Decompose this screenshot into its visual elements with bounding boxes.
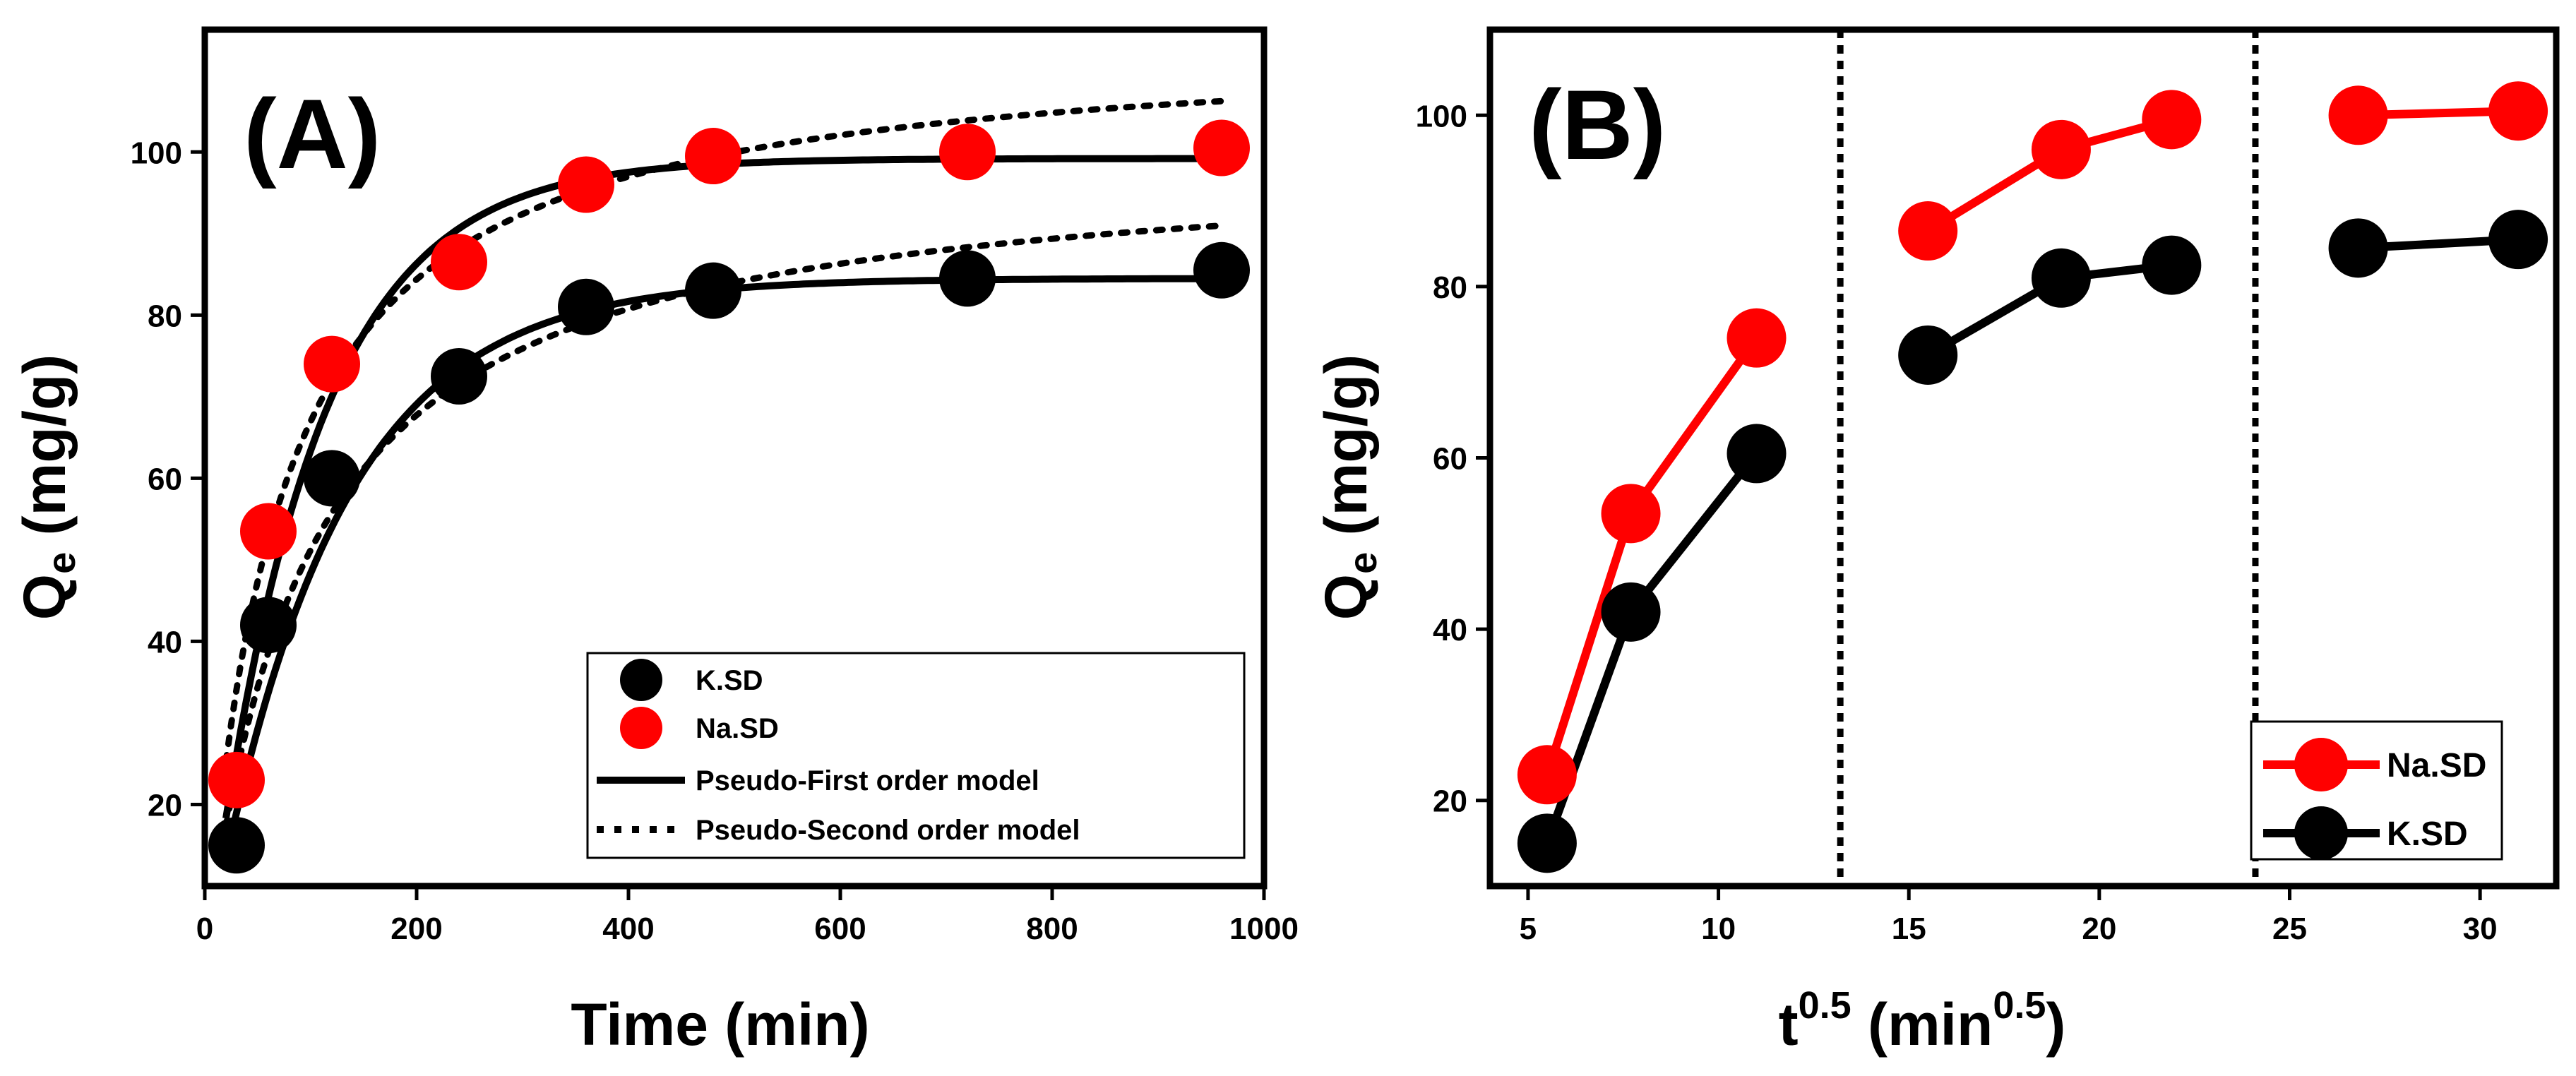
panel-a-x-tick-label: 0 <box>196 911 213 946</box>
panel-a-legend-box <box>586 652 1246 859</box>
panel-b-point-na-sd <box>1898 201 1958 261</box>
panel-b-point-na-sd <box>2328 85 2388 145</box>
panel-a-x-tick-label: 1000 <box>1229 911 1299 946</box>
panel-a-point-k-sd <box>558 278 614 335</box>
panel-a-point-k-sd <box>431 347 487 405</box>
panel-a-point-k-sd <box>939 250 996 307</box>
panel-b-point-na-sd <box>2142 90 2202 150</box>
panel-a-x-tick-label: 600 <box>814 911 866 946</box>
panel-b-x-axis-title-mid: (min <box>1852 991 1993 1058</box>
panel-a-point-na-sd <box>558 156 614 213</box>
panel-b-x-tick-label: 15 <box>1892 911 1926 946</box>
panel-b-x-axis-title-sup: 0.5 <box>1799 984 1852 1027</box>
panel-b-data-markers <box>1517 81 2548 873</box>
panel-a-y-axis-title-rest: (mg/g) <box>11 354 78 552</box>
panel-a-y-tick-label: 20 <box>148 788 182 823</box>
panel-a-plot-frame <box>201 26 1268 890</box>
panel-b-x-tick-label: 5 <box>1520 911 1537 946</box>
panel-a-point-k-sd <box>208 817 265 874</box>
panel-a-y-axis-title: Qe (mg/g) <box>11 354 83 620</box>
panel-b-y-axis-title-rest: (mg/g) <box>1313 354 1379 552</box>
panel-b-x-axis-title-sup2: 0.5 <box>1993 984 2046 1027</box>
panel-b-x-axis-title: t0.5 (min0.5) <box>1779 984 2066 1058</box>
panel-b-x-tick-label: 25 <box>2272 911 2307 946</box>
panel-b-x-tick-label: 10 <box>1701 911 1736 946</box>
panel-a-point-k-sd <box>304 450 360 507</box>
panel-b-y-axis-title-sub: e <box>1340 552 1385 574</box>
legend-marker-b-k-sd <box>2294 806 2348 860</box>
panel-b-y-tick-label: 100 <box>1416 99 1467 133</box>
legend-label-na-sd: Na.SD <box>696 713 779 744</box>
panel-a-y-axis-title-main: Q <box>11 574 78 620</box>
panel-b-y-tick-label: 20 <box>1433 784 1467 819</box>
panel-b-legend: Na.SD K.SD <box>2250 720 2503 861</box>
panel-b-point-na-sd <box>1727 308 1787 368</box>
panel-b-y-axis-title: Qe (mg/g) <box>1313 354 1385 620</box>
panel-a-y-tick-label: 80 <box>148 299 182 333</box>
panel-b-point-k-sd <box>2488 210 2548 270</box>
panel-b-point-k-sd <box>2328 218 2388 278</box>
panel-b-point-na-sd <box>1517 745 1577 805</box>
panel-b-plot-frame <box>1486 26 2560 890</box>
panel-a-y-tick-label: 100 <box>131 136 182 170</box>
panel-a-point-na-sd <box>1193 119 1250 177</box>
panel-b-point-k-sd <box>1898 325 1958 385</box>
panel-a-kinetic-models: 0 200 400 600 800 1000 20 40 60 80 100 (A) Time (m… <box>11 26 1299 1058</box>
panel-b-point-k-sd <box>1601 582 1661 642</box>
panel-a-y-axis-title-sub: e <box>39 552 83 574</box>
panel-a-legend: K.SD Na.SD Pseudo-First order model Pseu… <box>586 652 1246 859</box>
panel-a-x-tick-label: 200 <box>390 911 442 946</box>
legend-marker-b-na-sd <box>2294 738 2348 791</box>
panel-b-x-tick-label: 20 <box>2082 911 2116 946</box>
panel-b-point-na-sd <box>2031 119 2091 179</box>
panel-b-y-tick-label: 60 <box>1433 442 1467 477</box>
legend-label-pseudo-second-order: Pseudo-Second order model <box>696 815 1080 846</box>
panel-b-x-axis-title-base: t <box>1779 991 1799 1058</box>
panel-a-x-axis-title: Time (min) <box>571 991 869 1058</box>
panel-b-y-tick-label: 40 <box>1433 613 1467 647</box>
panel-a-point-na-sd <box>304 335 360 393</box>
panel-b-stage-dividers <box>1837 30 2259 886</box>
panel-a-point-k-sd <box>1193 241 1250 299</box>
panel-b-point-k-sd <box>2031 248 2091 308</box>
legend-label-pseudo-first-order: Pseudo-First order model <box>696 765 1039 796</box>
panel-a-data-markers <box>208 119 1250 874</box>
panel-b-point-k-sd <box>1727 424 1787 484</box>
panel-b-y-axis-title-main: Q <box>1313 574 1379 620</box>
panel-a-point-na-sd <box>208 751 265 808</box>
panel-b-label: (B) <box>1529 69 1666 180</box>
panel-b-point-na-sd <box>2488 81 2548 141</box>
panel-a-x-tick-label: 400 <box>602 911 654 946</box>
legend-marker-k-sd <box>620 659 662 701</box>
panel-a-label: (A) <box>244 78 381 189</box>
panel-b-point-k-sd <box>2142 235 2202 295</box>
panel-b-x-tick-label: 30 <box>2463 911 2498 946</box>
panel-a-y-tick-label: 40 <box>148 625 182 659</box>
panel-a-x-tick-label: 800 <box>1026 911 1078 946</box>
panel-a-point-na-sd <box>431 234 487 291</box>
panel-b-x-axis-title-end: ) <box>2046 991 2065 1058</box>
panel-a-y-tick-label: 60 <box>148 462 182 496</box>
panel-a-point-na-sd <box>939 124 996 181</box>
panel-b-y-tick-label: 80 <box>1433 270 1467 305</box>
panel-a-point-k-sd <box>685 262 741 319</box>
legend-label-b-k-sd: K.SD <box>2387 815 2468 853</box>
panel-a-point-k-sd <box>240 597 297 654</box>
legend-label-b-na-sd: Na.SD <box>2387 747 2486 784</box>
panel-b-point-k-sd <box>1517 813 1577 873</box>
legend-label-k-sd: K.SD <box>696 665 763 696</box>
panel-b-point-na-sd <box>1601 484 1661 544</box>
panel-a-point-na-sd <box>240 503 297 560</box>
legend-marker-na-sd <box>620 707 662 749</box>
panel-a-point-na-sd <box>685 128 741 185</box>
